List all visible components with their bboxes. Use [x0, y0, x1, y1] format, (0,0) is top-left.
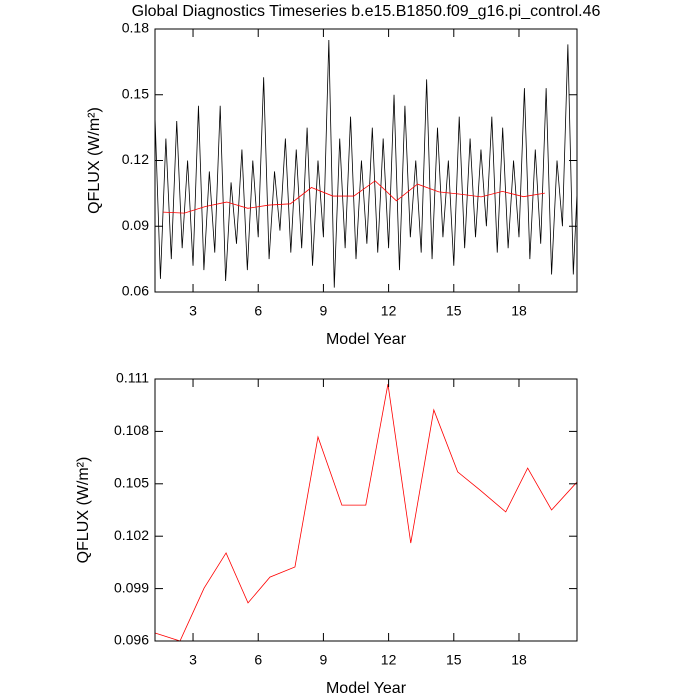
y-tick-label: 0.12: [122, 151, 149, 167]
y-tick-label: 0.18: [122, 20, 149, 36]
x-tick-label: 15: [446, 652, 462, 668]
x-tick-label: 3: [189, 303, 197, 319]
x-tick-label: 12: [381, 652, 397, 668]
x-tick-label: 6: [254, 652, 262, 668]
y-tick-label: 0.099: [114, 579, 149, 595]
x-tick-label: 12: [381, 303, 397, 319]
x-tick-label: 6: [254, 303, 262, 319]
plot-frame: [154, 378, 578, 642]
x-tick-label: 9: [320, 652, 328, 668]
y-tick-label: 0.096: [114, 632, 149, 648]
x-axis-label: Model Year: [326, 680, 407, 697]
chart-title: Global Diagnostics Timeseries b.e15.B185…: [132, 3, 601, 20]
y-tick-label: 0.09: [122, 217, 149, 233]
y-tick-label: 0.15: [122, 85, 149, 101]
y-axis-label: QFLUX (W/m²): [86, 107, 103, 214]
data-line: [163, 180, 545, 214]
x-tick-label: 9: [320, 303, 328, 319]
y-tick-label: 0.111: [116, 370, 149, 386]
x-tick-label: 15: [446, 303, 462, 319]
x-tick-label: 3: [189, 652, 197, 668]
y-tick-label: 0.102: [114, 527, 149, 543]
y-tick-label: 0.108: [114, 422, 149, 438]
data-line: [154, 383, 578, 642]
x-tick-label: 18: [511, 303, 527, 319]
y-axis-label: QFLUX (W/m²): [75, 457, 92, 564]
y-tick-label: 0.105: [114, 475, 149, 491]
x-tick-label: 18: [511, 652, 527, 668]
data-line: [154, 39, 578, 288]
x-axis-label: Model Year: [326, 331, 407, 348]
y-tick-label: 0.06: [122, 283, 149, 299]
